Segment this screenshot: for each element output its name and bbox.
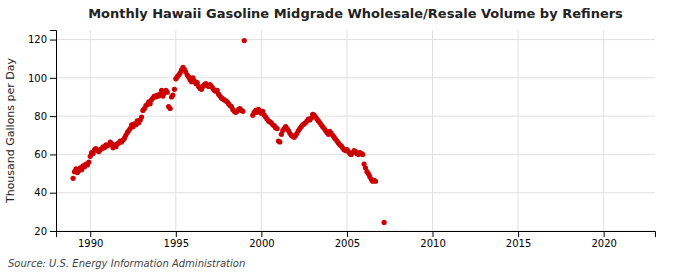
grid-line — [261, 30, 262, 231]
y-tick-mark — [50, 40, 56, 41]
x-axis: 1990 1995 2000 2005 2010 2015 2020 — [57, 231, 656, 249]
point — [277, 139, 282, 144]
y-tick-mark — [50, 78, 56, 79]
x-tick-label: 2010 — [420, 238, 445, 249]
x-tick-label: 2020 — [591, 238, 616, 249]
points — [71, 38, 387, 225]
y-tick-mark — [50, 193, 56, 194]
point — [165, 90, 170, 95]
y-tick-label: 80 — [34, 111, 47, 122]
point — [71, 176, 76, 181]
point — [373, 179, 378, 184]
grid-line — [346, 30, 347, 231]
x-tick: 2015 — [506, 231, 531, 249]
y-tick-label: 120 — [28, 34, 47, 45]
y-tick-mark — [50, 231, 56, 232]
grid — [56, 30, 655, 231]
x-tick: 1990 — [78, 231, 103, 249]
x-tick-mark — [90, 231, 91, 237]
chart: 1990199520002005201020152020204060801001… — [0, 0, 675, 275]
point — [170, 92, 175, 97]
y-tick-mark — [50, 116, 56, 117]
y-tick-label: 20 — [34, 226, 47, 237]
grid-line — [56, 39, 655, 40]
grid-line — [56, 116, 655, 117]
x-tick-mark — [604, 231, 605, 237]
y-axis: 20 40 60 80 100 120 — [28, 31, 57, 237]
x-tick-label: 2000 — [249, 238, 274, 249]
y-tick-label: 60 — [34, 149, 47, 160]
grid-line — [90, 30, 91, 231]
point — [172, 87, 177, 92]
x-tick-mark — [176, 231, 177, 237]
y-tick: 60 — [34, 149, 56, 160]
y-tick: 100 — [28, 73, 56, 84]
point — [240, 109, 245, 114]
y-tick: 80 — [34, 111, 56, 122]
grid-line — [432, 30, 433, 231]
x-tick-label: 2005 — [335, 238, 360, 249]
point — [275, 126, 280, 131]
source-note: Source: U.S. Energy Information Administ… — [8, 258, 245, 269]
grid-line — [56, 77, 655, 78]
point — [360, 152, 365, 157]
y-tick-label: 40 — [34, 187, 47, 198]
y-tick: 40 — [34, 187, 56, 198]
plot-area: 1990199520002005201020152020204060801001… — [28, 30, 656, 249]
x-tick-label: 2015 — [506, 238, 531, 249]
y-axis-line — [50, 31, 57, 232]
point — [381, 220, 386, 225]
x-tick-label: 1990 — [78, 238, 103, 249]
y-tick-mark — [50, 154, 56, 155]
x-tick: 2005 — [335, 231, 360, 249]
grid-line — [518, 30, 519, 231]
grid-line — [56, 192, 655, 193]
x-tick-mark — [518, 231, 519, 237]
x-tick-mark — [433, 231, 434, 237]
x-tick: 2010 — [420, 231, 445, 249]
y-tick-label: 100 — [28, 73, 47, 84]
point — [139, 115, 144, 120]
x-tick: 2020 — [591, 231, 616, 249]
x-axis-line — [57, 232, 656, 238]
x-tick: 2000 — [249, 231, 274, 249]
grid-line — [603, 30, 604, 231]
x-tick-mark — [347, 231, 348, 237]
x-tick: 1995 — [164, 231, 189, 249]
y-axis-title: Thousand Gallons per Day — [4, 57, 17, 204]
y-tick: 120 — [28, 34, 56, 45]
grid-line — [175, 30, 176, 231]
x-tick-mark — [261, 231, 262, 237]
point — [86, 159, 91, 164]
x-tick-label: 1995 — [164, 238, 189, 249]
y-tick: 20 — [34, 226, 56, 237]
point — [168, 106, 173, 111]
point — [242, 38, 247, 43]
title: Monthly Hawaii Gasoline Midgrade Wholesa… — [88, 6, 623, 21]
